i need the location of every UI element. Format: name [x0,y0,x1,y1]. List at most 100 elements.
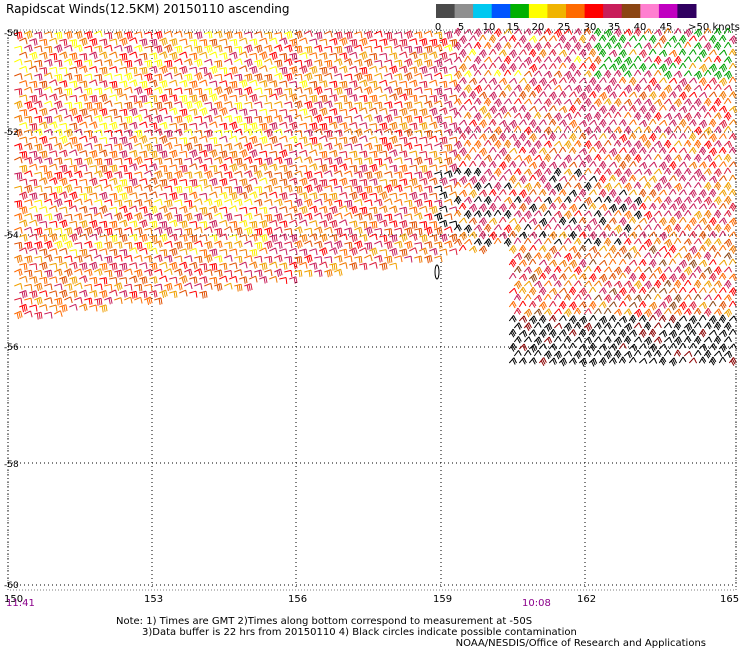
wind-barb [688,328,697,336]
time-label-mid: 10:08 [522,598,551,609]
wind-barb [174,87,183,95]
wind-barb [513,56,522,63]
wind-barb [693,139,702,149]
wind-barb [114,297,123,304]
wind-barb [129,163,138,171]
wind-barb [633,111,642,121]
wind-barb [114,157,123,165]
wind-barb [94,74,103,82]
wind-barb [239,122,248,131]
wind-barb [179,248,188,256]
wind-barb [728,273,738,281]
wind-barb [249,220,258,229]
wind-barb [603,56,613,63]
wind-barb [583,27,592,35]
wind-barb [628,63,637,70]
wind-barb [319,233,328,243]
wind-barb [19,191,28,200]
wind-barb [224,101,233,108]
wind-barb [528,273,538,283]
wind-barb [159,205,168,214]
wind-barb [473,41,482,49]
wind-barb [249,122,258,131]
wind-barb [728,62,737,70]
wind-barb [668,119,677,127]
wind-barb [713,140,722,148]
wind-barb [314,31,323,40]
wind-barb [638,286,647,294]
wind-barb [618,105,627,112]
wind-barb [573,307,582,315]
wind-barb [134,129,143,138]
wind-barb [658,217,667,227]
wind-barb [74,255,83,263]
wind-barb [269,37,278,45]
wind-barb [608,63,618,71]
wind-barb [419,221,428,229]
wind-barb [149,79,158,88]
wind-barb [64,296,73,304]
wind-barb [259,94,268,102]
wind-barb [134,114,143,122]
wind-barb [573,195,582,203]
wind-barb [244,86,253,96]
wind-barb [134,73,143,81]
wind-barb [254,31,263,38]
wind-barb [264,115,273,124]
wind-barb [24,213,33,220]
wind-barb [508,258,517,268]
wind-barb [598,188,607,198]
wind-barb [339,108,348,116]
wind-barb [728,343,737,350]
wind-barb [698,244,707,252]
wind-barb [668,91,677,99]
wind-barb [319,179,328,187]
wind-barb [189,149,198,158]
wind-barb [668,343,677,350]
wind-barb [673,154,682,162]
wind-barb [269,234,278,243]
wind-barb [299,149,308,157]
wind-barb [84,297,93,305]
wind-barb [64,101,73,110]
wind-barb [124,45,133,54]
wind-barb [508,202,517,210]
wind-barb [578,328,587,338]
wind-barb [329,137,338,144]
wind-barb [364,128,373,136]
wind-barb [219,275,228,283]
wind-barb [389,234,398,243]
wind-barb [698,174,707,182]
wind-barb [289,52,298,61]
wind-barb [708,245,717,253]
wind-barb [264,73,273,82]
wind-barb [498,231,508,240]
wind-barb [119,277,128,285]
wind-barb [414,255,423,264]
wind-barb [588,202,597,210]
wind-barb [404,101,413,110]
wind-barb [349,165,358,173]
wind-barb [374,185,383,194]
wind-barb [169,164,178,172]
wind-barb [129,149,138,158]
wind-barb [513,168,522,176]
wind-barb [653,182,663,192]
wind-barb [244,283,253,292]
wind-barb [189,221,198,228]
wind-barb [653,28,663,37]
wind-barb [548,118,557,126]
wind-barb [399,136,408,145]
wind-barb [638,217,648,224]
wind-barb [19,151,28,159]
wind-barb [284,199,293,207]
wind-barb [384,128,393,136]
wind-barb [523,237,532,245]
wind-barb [673,168,682,178]
wind-barb [668,258,677,266]
wind-barb [229,163,238,172]
wind-barb [718,105,728,114]
wind-barb [593,42,602,52]
wind-barb [399,192,408,200]
wind-barb [419,94,428,102]
